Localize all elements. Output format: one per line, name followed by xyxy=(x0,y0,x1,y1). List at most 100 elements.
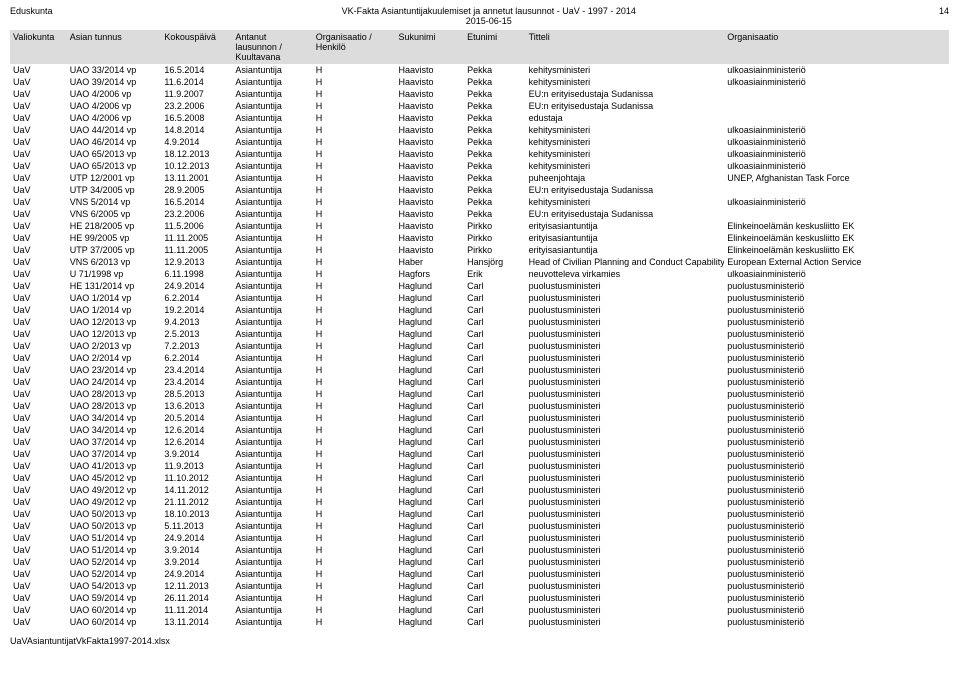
table-cell: 5.11.2013 xyxy=(161,520,232,532)
table-cell: H xyxy=(313,508,396,520)
table-cell: UAO 1/2014 vp xyxy=(67,304,162,316)
table-cell: Haavisto xyxy=(396,220,465,232)
table-cell: Haglund xyxy=(396,460,465,472)
table-cell: Asiantuntija xyxy=(232,472,312,484)
table-cell: Asiantuntija xyxy=(232,292,312,304)
table-row: UaVUAO 34/2014 vp12.6.2014AsiantuntijaHH… xyxy=(10,424,949,436)
table-cell: 23.4.2014 xyxy=(161,376,232,388)
table-row: UaVUAO 1/2014 vp19.2.2014AsiantuntijaHHa… xyxy=(10,304,949,316)
table-row: UaVUAO 49/2012 vp21.11.2012AsiantuntijaH… xyxy=(10,496,949,508)
table-cell: VNS 5/2014 vp xyxy=(67,196,162,208)
table-cell: UaV xyxy=(10,292,67,304)
table-cell: 11.11.2005 xyxy=(161,232,232,244)
table-cell: Carl xyxy=(464,580,525,592)
table-cell: UAO 12/2013 vp xyxy=(67,316,162,328)
table-cell: UAO 46/2014 vp xyxy=(67,136,162,148)
table-cell: 28.5.2013 xyxy=(161,388,232,400)
table-cell: Asiantuntija xyxy=(232,508,312,520)
table-cell: 11.10.2012 xyxy=(161,472,232,484)
table-cell: puolustusministeriö xyxy=(724,520,949,532)
table-cell: UaV xyxy=(10,496,67,508)
column-header: Asian tunnus xyxy=(67,30,162,64)
table-cell: 12.11.2013 xyxy=(161,580,232,592)
table-cell: Haavisto xyxy=(396,148,465,160)
table-cell: Asiantuntija xyxy=(232,316,312,328)
table-row: UaVUAO 46/2014 vp4.9.2014AsiantuntijaHHa… xyxy=(10,136,949,148)
table-cell: Asiantuntija xyxy=(232,88,312,100)
table-cell: puolustusministeri xyxy=(526,376,725,388)
table-cell: Haavisto xyxy=(396,88,465,100)
table-cell: Asiantuntija xyxy=(232,424,312,436)
table-cell: Carl xyxy=(464,292,525,304)
table-cell: UaV xyxy=(10,412,67,424)
table-cell: puolustusministeriö xyxy=(724,508,949,520)
table-cell: Asiantuntija xyxy=(232,328,312,340)
table-row: UaVUAO 54/2013 vp12.11.2013AsiantuntijaH… xyxy=(10,580,949,592)
table-cell: UAO 4/2006 vp xyxy=(67,112,162,124)
table-cell: 12.6.2014 xyxy=(161,436,232,448)
table-cell: HE 99/2005 vp xyxy=(67,232,162,244)
table-cell: H xyxy=(313,388,396,400)
table-cell: puolustusministeriö xyxy=(724,412,949,424)
table-cell: H xyxy=(313,328,396,340)
table-cell: UNEP, Afghanistan Task Force xyxy=(724,172,949,184)
table-cell: 16.5.2014 xyxy=(161,196,232,208)
table-cell: UaV xyxy=(10,196,67,208)
table-cell: puolustusministeriö xyxy=(724,376,949,388)
table-cell: UaV xyxy=(10,400,67,412)
table-cell: Pekka xyxy=(464,88,525,100)
table-cell: puolustusministeriö xyxy=(724,448,949,460)
table-cell: kehitysministeri xyxy=(526,124,725,136)
table-cell: H xyxy=(313,352,396,364)
table-cell: Carl xyxy=(464,568,525,580)
table-cell: Haglund xyxy=(396,328,465,340)
table-cell: EU:n erityisedustaja Sudanissa xyxy=(526,208,725,220)
table-cell: UaV xyxy=(10,532,67,544)
table-cell: Asiantuntija xyxy=(232,112,312,124)
column-header: Etunimi xyxy=(464,30,525,64)
table-row: UaVUAO 44/2014 vp14.8.2014AsiantuntijaHH… xyxy=(10,124,949,136)
table-cell: UTP 34/2005 vp xyxy=(67,184,162,196)
table-cell: UaV xyxy=(10,232,67,244)
table-cell: H xyxy=(313,100,396,112)
table-cell: Carl xyxy=(464,484,525,496)
table-cell: Asiantuntija xyxy=(232,364,312,376)
table-cell: Asiantuntija xyxy=(232,304,312,316)
table-cell: H xyxy=(313,304,396,316)
table-row: UaVUAO 60/2014 vp11.11.2014AsiantuntijaH… xyxy=(10,604,949,616)
table-row: UaVU 71/1998 vp6.11.1998AsiantuntijaHHag… xyxy=(10,268,949,280)
table-cell: puolustusministeriö xyxy=(724,604,949,616)
table-cell: Pekka xyxy=(464,136,525,148)
table-row: UaVVNS 6/2013 vp12.9.2013AsiantuntijaHHa… xyxy=(10,256,949,268)
header-date: 2015-06-15 xyxy=(53,16,925,26)
table-cell: Haglund xyxy=(396,568,465,580)
table-cell: ulkoasiainministeriö xyxy=(724,76,949,88)
table-cell: Carl xyxy=(464,532,525,544)
table-cell: puolustusministeri xyxy=(526,544,725,556)
table-cell xyxy=(724,184,949,196)
column-header: Kokouspäivä xyxy=(161,30,232,64)
table-cell: UaV xyxy=(10,616,67,628)
table-cell: H xyxy=(313,280,396,292)
table-cell: VNS 6/2005 vp xyxy=(67,208,162,220)
table-cell: Haglund xyxy=(396,472,465,484)
table-cell: puolustusministeriö xyxy=(724,556,949,568)
table-row: UaVUAO 50/2013 vp18.10.2013AsiantuntijaH… xyxy=(10,508,949,520)
table-cell: Carl xyxy=(464,544,525,556)
table-cell: Asiantuntija xyxy=(232,208,312,220)
table-cell: H xyxy=(313,472,396,484)
table-cell: 16.5.2008 xyxy=(161,112,232,124)
table-cell: H xyxy=(313,64,396,76)
table-cell: UAO 2/2013 vp xyxy=(67,340,162,352)
table-cell: Carl xyxy=(464,412,525,424)
table-row: UaVUAO 39/2014 vp11.6.2014AsiantuntijaHH… xyxy=(10,76,949,88)
table-cell: 24.9.2014 xyxy=(161,568,232,580)
table-cell: edustaja xyxy=(526,112,725,124)
table-cell: 13.11.2001 xyxy=(161,172,232,184)
table-cell: UaV xyxy=(10,388,67,400)
table-cell: H xyxy=(313,364,396,376)
table-cell: UaV xyxy=(10,448,67,460)
table-cell: H xyxy=(313,520,396,532)
table-cell: H xyxy=(313,544,396,556)
table-cell: H xyxy=(313,568,396,580)
